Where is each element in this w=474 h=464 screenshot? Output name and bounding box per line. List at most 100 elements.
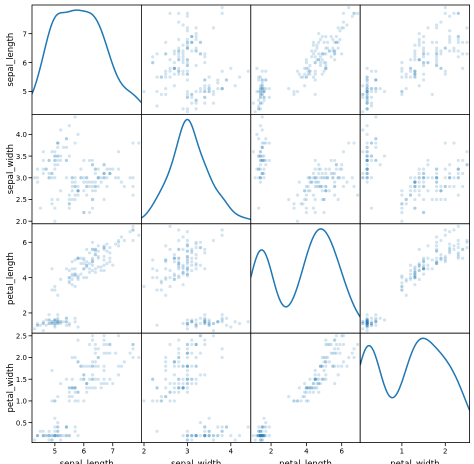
scatter-point [203,434,207,438]
scatter-point [224,78,229,82]
scatter-point [73,399,77,403]
scatter-point [452,49,456,53]
scatter-point [50,202,54,206]
y-axis-label-petal_width: petal_width [6,363,16,412]
scatter-point [56,154,60,158]
scatter-point [421,176,426,180]
scatter-point [211,89,216,94]
scatter-point [151,258,155,262]
scatter-point [82,373,86,377]
scatter-point [258,87,263,91]
scatter-point [306,386,310,390]
scatter-point [90,197,95,202]
scatter-point [322,52,326,56]
scatter-point [430,197,434,202]
scatter-point [352,11,356,15]
scatter-point [340,364,344,368]
scatter-point [430,267,434,271]
scatter-point [177,263,181,267]
scatter-point [313,55,317,59]
x-axis-label-sepal_length: sepal_length [60,460,114,464]
scatter-point [203,320,207,324]
scatter-point [181,283,185,287]
scatter-point [365,318,369,322]
scatter-point [142,284,146,289]
scatter-point [35,434,40,438]
scatter-point [164,277,168,281]
scatter-point [260,145,264,149]
scatter-point [365,75,369,79]
y-tick-label-petal_width: 0.5 [16,419,27,427]
scatter-point [435,249,439,253]
scatter-point [73,141,77,145]
scatter-point [105,249,109,253]
scatter-point [443,72,447,76]
scatter-point [207,434,211,438]
scatter-point [408,58,413,62]
scatter-point [374,115,378,119]
scatter-point [194,434,198,438]
scatter-point [413,206,417,210]
scatter-point [216,320,220,324]
scatter-point [382,154,387,158]
scatter-point [369,87,374,91]
scatter-point [340,52,344,56]
scatter-point [50,197,54,202]
scatter-point [102,254,106,259]
scatter-point [190,101,194,105]
scatter-point [102,364,106,368]
scatter-point [258,429,263,433]
scatter-point [365,316,369,320]
scatter-point [301,75,305,79]
scatter-point [33,327,37,331]
scatter-point [308,180,312,184]
scatter-point [417,171,421,176]
scatter-point [408,193,413,197]
scatter-point [262,434,266,438]
scatter-point [303,84,307,88]
scatter-point [73,180,77,184]
scatter-point [119,235,124,239]
scatter-point [257,78,261,82]
subplot-marks [361,224,469,333]
scatter-point [190,263,194,267]
scatter-point [295,193,300,197]
scatter-point [257,75,261,79]
scatter-point [365,132,369,136]
scatter-point [93,184,97,189]
scatter-point [111,381,115,386]
scatter-point [456,167,460,171]
scatter-point [85,184,89,189]
subplot-marks [250,228,361,318]
scatter-point [53,163,57,167]
subplot-background [141,333,251,443]
scatter-point [313,72,317,76]
scatter-point [421,260,426,264]
scatter-point [317,40,321,44]
scatter-point [308,63,312,68]
scatter-point [413,180,417,184]
scatter-point [421,46,426,50]
scatter-point [313,368,317,373]
scatter-point [435,52,439,56]
scatter-point [181,270,185,274]
scatter-point [333,381,337,386]
scatter-point [439,184,443,189]
scatter-point [448,184,452,189]
scatter-point [345,23,349,27]
scatter-point [116,150,121,154]
scatter-point [155,429,159,433]
scatter-point [324,360,328,364]
scatter-point [313,184,317,189]
scatter-point [172,274,176,278]
scatter-point [185,78,190,82]
scatter-point [295,69,300,73]
scatter-point [70,184,74,189]
scatter-point [53,321,57,326]
scatter-point [456,246,460,250]
scatter-point [61,320,66,324]
scatter-point [56,425,60,429]
scatter-point [260,434,264,438]
scatter-point [310,180,314,184]
scatter-point [53,158,57,163]
